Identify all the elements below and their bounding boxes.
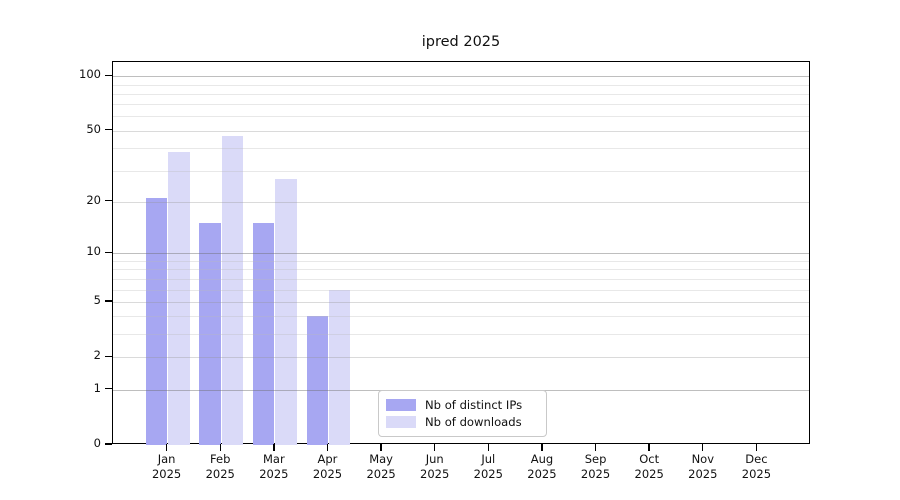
y-tick-label-5: 5: [93, 292, 101, 307]
legend-swatch-downloads: [386, 416, 416, 428]
gridline-y-100: [113, 76, 809, 78]
x-tick-label-nov: Nov 2025: [688, 452, 718, 481]
gridline-y-3: [113, 334, 809, 336]
x-tick-label-jul: Jul 2025: [473, 452, 503, 481]
legend-label-distinct-ips: Nb of distinct IPs: [425, 398, 523, 412]
y-tick-5: [105, 300, 112, 302]
gridline-y-80: [113, 93, 809, 95]
x-tick-label-aug: Aug 2025: [527, 452, 557, 481]
legend-swatch-distinct-ips: [386, 399, 416, 411]
x-tick-label-mar: Mar 2025: [259, 452, 289, 481]
y-tick-label-100: 100: [79, 67, 101, 82]
x-tick-dec: [755, 444, 758, 451]
x-tick-label-sep: Sep 2025: [580, 452, 611, 481]
x-tick-label-feb: Feb 2025: [205, 452, 235, 481]
x-tick-aug: [541, 444, 543, 451]
gridline-y-70: [113, 104, 809, 106]
gridline-y-10: [113, 253, 809, 255]
gridline-y-8: [113, 269, 809, 271]
bar-downloads-mar: [275, 178, 297, 445]
gridline-y-40: [113, 148, 809, 150]
bar-distinct-ips-feb: [199, 223, 221, 445]
x-tick-jun: [434, 444, 436, 451]
y-tick-20: [105, 200, 112, 202]
legend: Nb of distinct IPs Nb of downloads: [378, 390, 547, 437]
plot-area: [112, 61, 810, 445]
legend-label-downloads: Nb of downloads: [425, 415, 522, 429]
x-tick-feb: [219, 444, 221, 451]
x-tick-label-may: May 2025: [366, 452, 396, 481]
y-tick-label-1: 1: [93, 380, 101, 395]
x-tick-may: [380, 444, 382, 451]
x-tick-nov: [702, 444, 704, 451]
legend-item-downloads: Nb of downloads: [386, 415, 539, 429]
gridline-y-50: [113, 130, 809, 132]
bar-distinct-ips-mar: [252, 223, 275, 445]
gridline-y-2: [113, 357, 809, 359]
x-tick-jan: [165, 444, 168, 451]
y-tick-label-50: 50: [86, 121, 101, 136]
x-tick-label-apr: Apr 2025: [312, 452, 343, 481]
y-tick-label-0: 0: [93, 436, 101, 450]
y-tick-50: [105, 129, 112, 131]
x-tick-label-jan: Jan 2025: [151, 452, 182, 481]
y-tick-label-10: 10: [86, 244, 101, 259]
bar-distinct-ips-apr: [306, 316, 329, 445]
legend-item-distinct-ips: Nb of distinct IPs: [386, 398, 539, 412]
gridline-y-6: [113, 289, 809, 291]
bar-downloads-apr: [328, 289, 351, 445]
chart-title: ipred 2025: [421, 34, 501, 50]
y-tick-10: [105, 251, 112, 254]
gridline-y-9: [113, 261, 809, 262]
x-tick-mar: [273, 444, 275, 451]
gridline-y-30: [113, 170, 809, 172]
gridline-y-5: [113, 301, 809, 303]
bar-downloads-feb: [221, 135, 244, 445]
x-tick-apr: [326, 444, 329, 451]
gridline-y-60: [113, 116, 809, 118]
y-tick-2: [105, 355, 112, 357]
bar-downloads-jan: [168, 152, 190, 445]
y-tick-0: [105, 443, 112, 445]
x-tick-sep: [594, 444, 597, 451]
y-tick-1: [105, 387, 112, 390]
x-tick-label-jun: Jun 2025: [420, 452, 450, 481]
gridline-y-90: [113, 84, 809, 86]
x-tick-label-oct: Oct 2025: [634, 452, 664, 481]
y-tick-100: [105, 74, 112, 76]
gridline-y-20: [113, 201, 809, 203]
gridline-y-7: [113, 278, 809, 280]
x-tick-oct: [648, 444, 650, 451]
y-tick-label-2: 2: [93, 348, 101, 363]
bar-distinct-ips-jan: [145, 197, 168, 445]
x-tick-label-dec: Dec 2025: [741, 452, 772, 481]
y-tick-label-20: 20: [86, 192, 101, 207]
x-tick-jul: [487, 444, 489, 451]
gridline-y-4: [113, 316, 809, 318]
